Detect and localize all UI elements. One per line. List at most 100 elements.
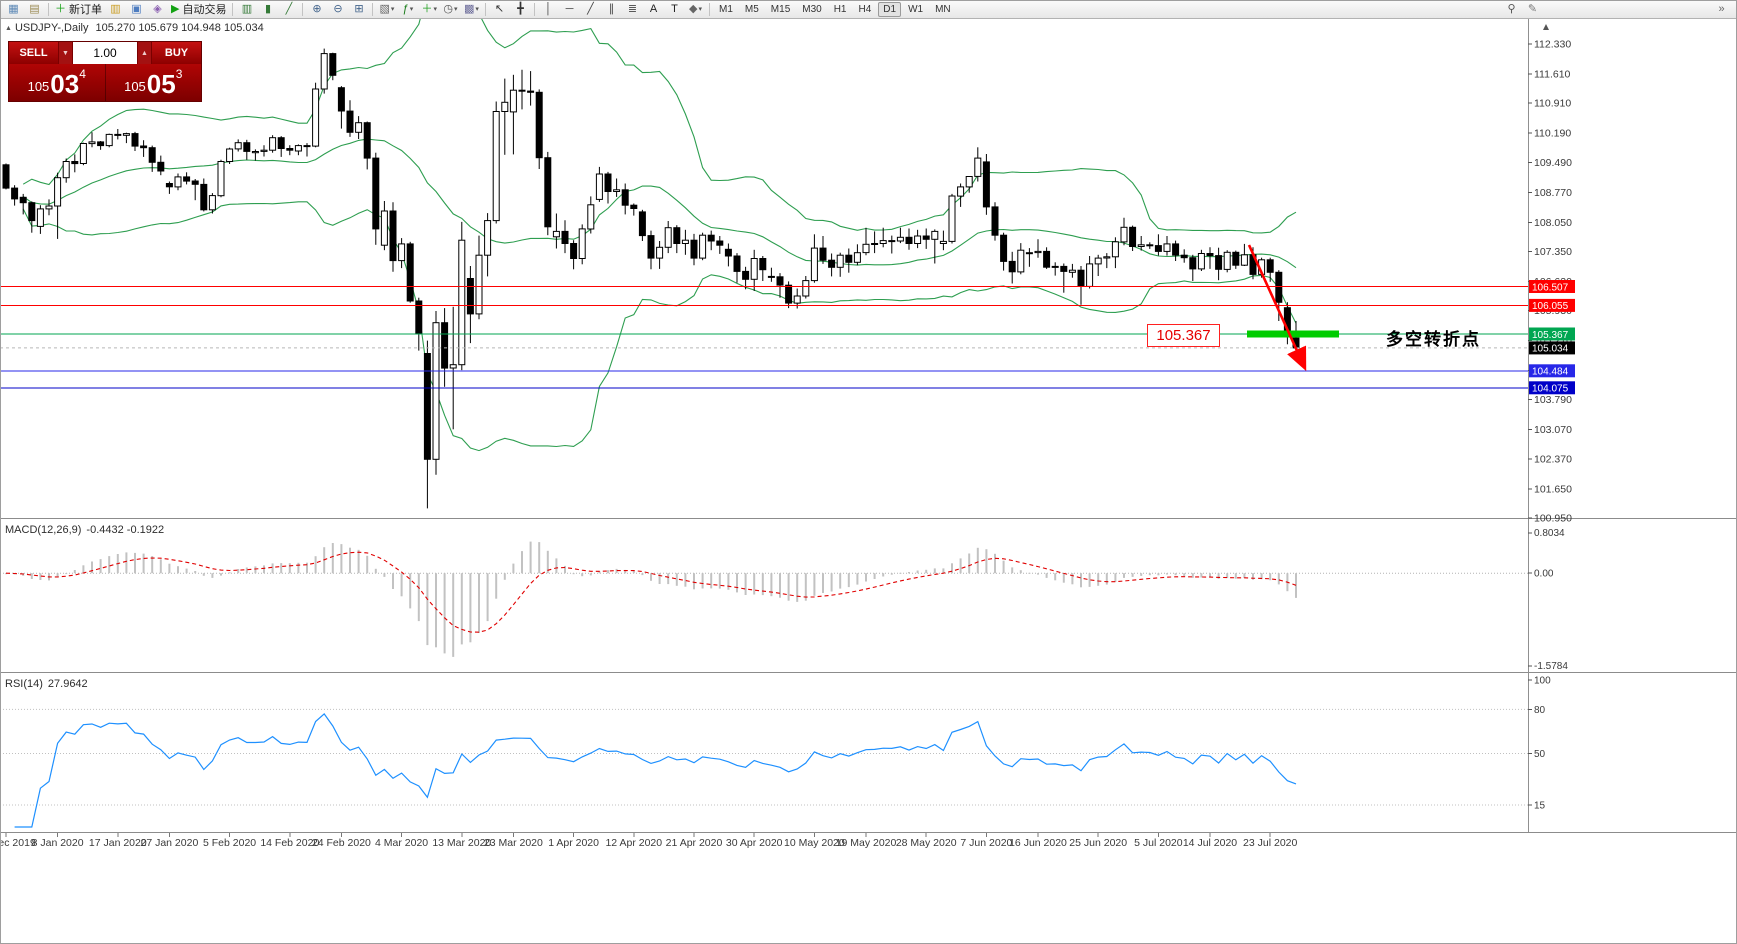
trendline-icon[interactable]: ╱: [587, 2, 594, 15]
volume-increase-button[interactable]: ▲: [137, 42, 152, 64]
crosshair-icon[interactable]: ╋: [517, 2, 524, 15]
price-tick-label: 107.350: [1534, 246, 1572, 258]
fibonacci-icon[interactable]: ≣: [627, 2, 638, 15]
date-label: 23 Jul 2020: [1243, 837, 1297, 849]
sell-button[interactable]: SELL: [9, 42, 58, 64]
macd-scale-min: -1.5784: [1534, 661, 1568, 672]
tile-windows-icon[interactable]: ⊞: [354, 2, 364, 15]
symbol-marker-icon: ▲: [5, 25, 12, 32]
price-tag-label: 105.034: [1532, 344, 1569, 355]
date-label: 5 Feb 2020: [203, 837, 256, 849]
timeframe-m30[interactable]: M30: [802, 3, 822, 15]
price-tag: [1529, 327, 1575, 341]
line-chart-icon[interactable]: ╱: [285, 2, 293, 15]
market-watch-icon[interactable]: ▥: [110, 2, 121, 15]
bar-chart-icon[interactable]: ▥: [241, 2, 253, 15]
periods-icon[interactable]: ◷ ▾: [443, 2, 458, 15]
data-window-icon[interactable]: ▣: [131, 2, 142, 15]
cursor-icon[interactable]: ↖: [494, 2, 505, 15]
timeframe-d1[interactable]: D1: [878, 1, 902, 17]
candlestick-chart-icon[interactable]: ▮: [264, 2, 271, 15]
chart-properties-icon[interactable]: ▩ ▾: [464, 2, 479, 15]
macd-panel: [0, 541, 1528, 657]
timeframe-h1[interactable]: H1: [833, 3, 847, 15]
timeframe-m15[interactable]: M15: [770, 3, 791, 15]
buy-price-display[interactable]: 105 05 3: [104, 64, 202, 101]
profiles-icon[interactable]: ▤: [29, 2, 40, 15]
price-tag-label: 106.055: [1532, 301, 1569, 312]
dropdown-caret-icon[interactable]: ▾: [409, 6, 414, 13]
navigator-icon[interactable]: ◈: [153, 2, 162, 15]
shapes-icon[interactable]: ◆ ▾: [688, 2, 702, 15]
rsi-value: 27.9642: [47, 678, 88, 690]
dropdown-caret-icon[interactable]: ▾: [390, 6, 395, 13]
date-label: 1 Apr 2020: [548, 837, 599, 849]
chart-ohlc-readout: 105.270 105.679 104.948 105.034: [95, 22, 264, 34]
new-chart-icon[interactable]: ▦: [8, 2, 19, 15]
chart-symbol-period: USDJPY-,Daily: [14, 22, 89, 34]
channel-icon[interactable]: ∥: [608, 2, 615, 15]
toolbar-overflow-icon[interactable]: »: [1718, 2, 1725, 15]
macd-histogram: [5, 541, 1297, 657]
new-order-button[interactable]: ＋新订单: [55, 2, 102, 16]
macd-scale-zero: 0.00: [1534, 569, 1554, 580]
toolbar-separator: [302, 2, 304, 16]
autotrade-button[interactable]: ▶ 自动交易: [171, 2, 227, 16]
dropdown-caret-icon[interactable]: ▾: [698, 6, 702, 13]
dropdown-caret-icon[interactable]: ▾: [454, 6, 458, 13]
rsi-line: [14, 713, 1297, 828]
dropdown-caret-icon[interactable]: ▾: [475, 6, 479, 13]
toolbar-separator: [48, 2, 49, 16]
volume-input[interactable]: [73, 42, 137, 64]
toolbar-separator: [232, 2, 234, 16]
add-indicator-icon[interactable]: ＋ ▾: [421, 2, 437, 15]
zoom-out-icon[interactable]: ⊖: [333, 2, 343, 15]
axes[interactable]: 112.330 111.610 110.910 110.190 109.490 108.7…: [0, 19, 1737, 849]
macd-values: -0.4432 -0.1922: [86, 524, 165, 536]
date-label: 28 May 2020: [896, 837, 957, 849]
indicators-icon[interactable]: ƒ ▾: [402, 2, 414, 15]
bollinger-lower-band: [22, 201, 1297, 452]
date-label: 16 Jun 2020: [1009, 837, 1067, 849]
date-label: 27 Jan 2020: [140, 837, 198, 849]
buy-button[interactable]: BUY: [152, 42, 201, 64]
price-tag: [1529, 381, 1575, 395]
timeframe-m5[interactable]: M5: [744, 3, 759, 15]
timeframe-h4[interactable]: H4: [858, 3, 872, 15]
date-label: 14 Jul 2020: [1183, 837, 1237, 849]
price-tag: [1529, 341, 1575, 355]
one-click-trading-panel: SELL ▼ ▲ BUY 105 03 4 105 05 3: [8, 41, 202, 102]
timeframe-w1[interactable]: W1: [908, 3, 924, 15]
price-tag-label: 104.484: [1532, 367, 1569, 378]
label-icon[interactable]: T: [671, 2, 678, 15]
horizontal-line-icon[interactable]: ─: [565, 2, 574, 15]
date-label: 30 Apr 2020: [726, 837, 783, 849]
price-tick-label: 100.950: [1534, 512, 1572, 524]
templates-icon[interactable]: ▧ ▾: [379, 2, 395, 15]
price-tick-label: 111.610: [1534, 68, 1571, 80]
date-label: 10 May 2020: [784, 837, 845, 849]
date-label: 19 May 2020: [836, 837, 897, 849]
volume-decrease-button[interactable]: ▼: [58, 42, 73, 64]
toolbar-separator: [708, 2, 710, 16]
timeframe-mn[interactable]: MN: [935, 3, 951, 15]
sell-price-display[interactable]: 105 03 4: [27, 67, 86, 99]
price-tick-label: 108.050: [1534, 217, 1572, 229]
timeframe-m1[interactable]: M1: [718, 3, 733, 15]
candlesticks: [2, 48, 1300, 509]
date-label: 5 Jul 2020: [1134, 837, 1183, 849]
search-icon[interactable]: ⚲: [1507, 2, 1516, 15]
toolbar-separator: [484, 2, 486, 16]
main-toolbar: ▦ ▤ ＋新订单 ▥ ▣ ◈ ▶ 自动交易 ▥ ▮ ╱ ⊕ ⊖ ⊞ ▧ ▾ ƒ ▾ ＋ ▾ ◷ ▾ ▩ ▾ ↖ ╋ │ ─ ╱ ∥ ≣ A T ◆…: [0, 0, 1737, 19]
vertical-line-icon[interactable]: │: [545, 2, 552, 15]
main-price-panel: [0, 19, 1528, 509]
quick-message-icon[interactable]: ✎: [1527, 2, 1538, 15]
rsi-panel: [0, 708, 1528, 828]
dropdown-caret-icon[interactable]: ▾: [433, 6, 437, 13]
text-icon[interactable]: A: [649, 2, 658, 15]
zoom-in-icon[interactable]: ⊕: [312, 2, 322, 15]
price-tag-label: 105.367: [1532, 330, 1569, 341]
price-tag-label: 106.507: [1532, 282, 1569, 293]
rsi-indicator-label: RSI(14) 27.9642: [5, 678, 88, 690]
